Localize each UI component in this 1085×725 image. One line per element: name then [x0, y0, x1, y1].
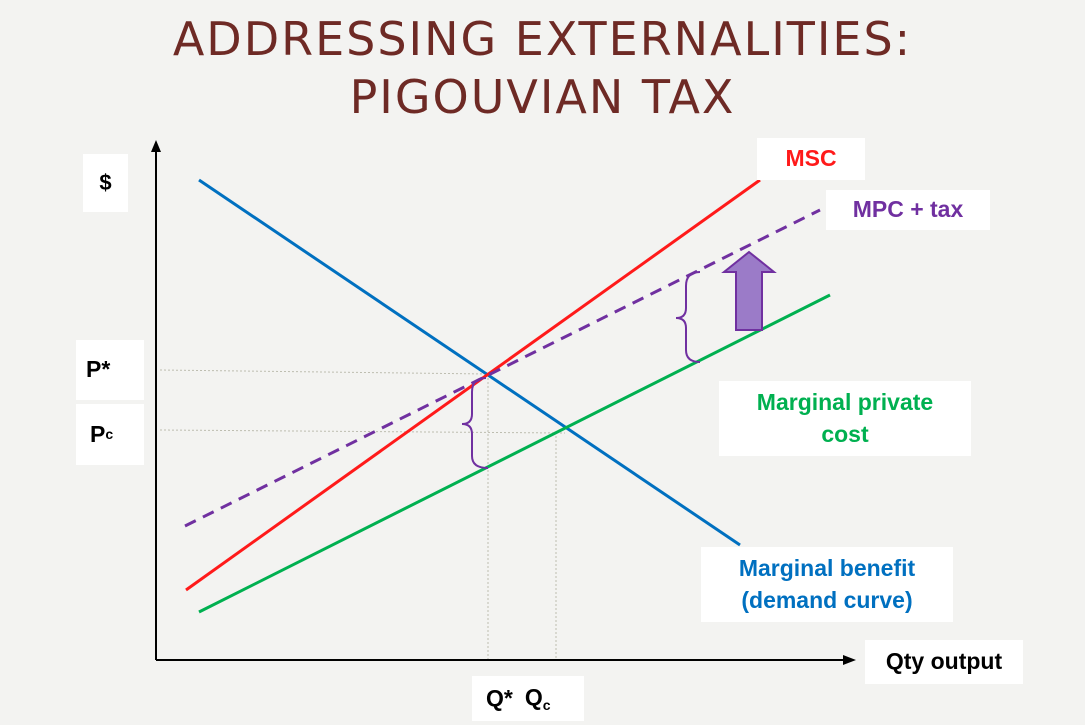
tax-gap-brace-left — [461, 377, 489, 469]
pc-guide-line — [159, 429, 566, 434]
p-star-label: P* — [76, 340, 144, 400]
marginal-benefit-label: Marginal benefit (demand curve) — [701, 547, 953, 622]
slide-title-line2: PIGOUVIAN TAX — [349, 70, 736, 124]
y-axis-label: $ — [83, 154, 128, 212]
p-star-guide-line — [159, 369, 489, 375]
x-axis-label: Qty output — [865, 640, 1023, 684]
msc-curve-label: MSC — [757, 138, 865, 180]
slide-title-line1: ADDRESSING EXTERNALITIES: — [172, 12, 913, 66]
mpc-plus-tax-curve-label: MPC + tax — [826, 190, 990, 230]
q-star-label: Q* — [486, 684, 513, 711]
x-axis-arrowhead — [843, 655, 856, 665]
quantity-labels: Q* Qc — [472, 676, 584, 721]
qc-label-subscript: c — [542, 697, 551, 714]
mpc-plus-tax-curve — [184, 208, 821, 528]
pc-label-subscript: c — [105, 426, 114, 443]
tax-shift-up-arrow — [721, 250, 777, 331]
y-axis-arrowhead — [151, 140, 161, 152]
tax-gap-brace-right — [675, 271, 701, 363]
marginal-private-cost-curve — [198, 293, 831, 614]
marginal-benefit-curve — [198, 178, 741, 547]
marginal-private-cost-label: Marginal private cost — [719, 381, 971, 456]
qc-label: Qc — [524, 684, 551, 714]
